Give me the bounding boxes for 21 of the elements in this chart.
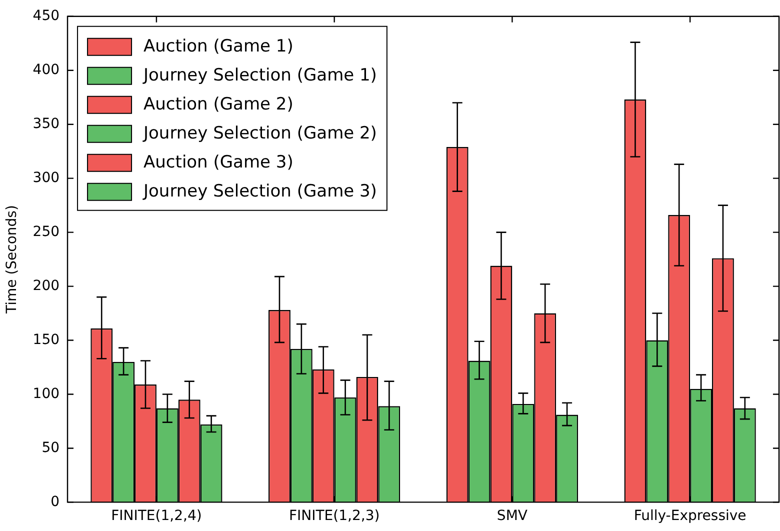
legend-label: Journey Selection (Game 2) bbox=[142, 123, 377, 144]
legend-label: Auction (Game 1) bbox=[144, 36, 294, 56]
legend-label: Journey Selection (Game 3) bbox=[142, 181, 377, 202]
x-tick-label: FINITE(1,2,4) bbox=[111, 508, 202, 524]
y-tick-label: 0 bbox=[50, 494, 60, 510]
y-tick-label: 100 bbox=[32, 386, 60, 402]
legend-label: Auction (Game 3) bbox=[144, 152, 294, 172]
y-tick-label: 200 bbox=[32, 278, 60, 294]
legend-label: Journey Selection (Game 1) bbox=[142, 65, 377, 86]
x-tick-label: FINITE(1,2,3) bbox=[288, 508, 380, 524]
x-tick-label: Fully-Expressive bbox=[634, 508, 746, 524]
legend-label: Auction (Game 2) bbox=[144, 94, 294, 114]
y-tick-label: 450 bbox=[32, 8, 60, 24]
y-tick-label: 50 bbox=[42, 440, 60, 456]
y-tick-label: 300 bbox=[32, 170, 60, 186]
x-tick-label: SMV bbox=[496, 508, 528, 524]
y-tick-label: 400 bbox=[32, 62, 60, 78]
y-tick-label: 150 bbox=[32, 332, 60, 348]
y-tick-label: 350 bbox=[32, 116, 60, 132]
y-axis-title: Time (Seconds) bbox=[4, 205, 20, 315]
y-tick-label: 250 bbox=[32, 224, 60, 240]
